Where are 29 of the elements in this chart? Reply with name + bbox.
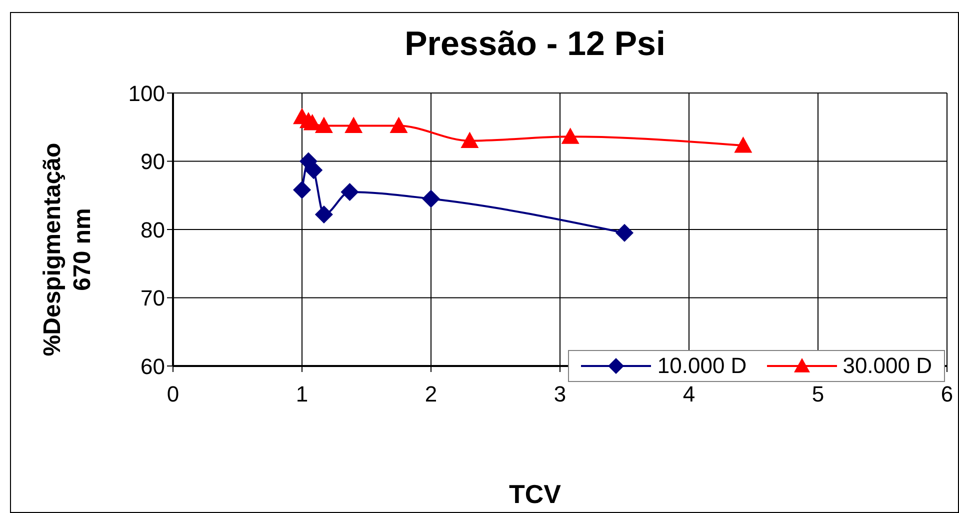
- point: [422, 190, 440, 208]
- x-tick-label: 2: [424, 382, 438, 407]
- x-tick-label: 1: [296, 382, 308, 407]
- point: [561, 128, 580, 144]
- y-tick-label: 80: [140, 217, 165, 242]
- point: [314, 116, 333, 133]
- legend-label: 10.000 D: [657, 353, 747, 379]
- y-tick-label: 90: [140, 149, 165, 174]
- point: [293, 180, 311, 199]
- y-tick-label: 60: [140, 354, 165, 379]
- point: [340, 182, 359, 201]
- legend-label: 30.000 D: [842, 353, 932, 379]
- point: [314, 205, 333, 224]
- y-tick-label: 70: [140, 286, 165, 311]
- x-axis-title: TCV: [509, 479, 562, 509]
- x-tick-label: 4: [682, 382, 696, 407]
- point: [734, 136, 752, 153]
- chart-title: Pressão - 12 Psi: [404, 25, 666, 63]
- y-axis-title: %Despigmentação 670 nm: [39, 142, 96, 356]
- x-tick-label: 6: [940, 382, 954, 407]
- x-tick-label: 3: [554, 382, 566, 407]
- point: [616, 224, 634, 242]
- x-tick-label: 5: [812, 382, 824, 407]
- point: [390, 116, 408, 133]
- point: [460, 132, 479, 148]
- point: [344, 116, 363, 133]
- y-tick-label: 100: [128, 80, 165, 106]
- x-tick-label: 0: [166, 382, 180, 407]
- point: [304, 161, 323, 180]
